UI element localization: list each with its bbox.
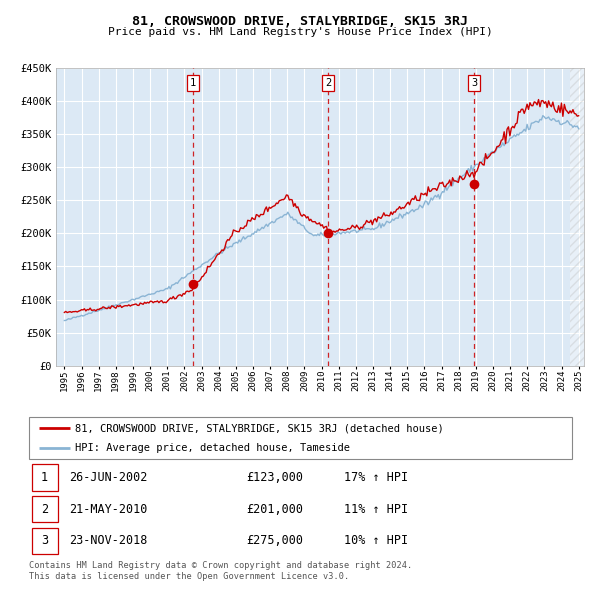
- Text: 10% ↑ HPI: 10% ↑ HPI: [344, 535, 408, 548]
- Text: 3: 3: [471, 78, 477, 88]
- Text: 1: 1: [41, 471, 48, 484]
- Text: Contains HM Land Registry data © Crown copyright and database right 2024.: Contains HM Land Registry data © Crown c…: [29, 560, 412, 569]
- FancyBboxPatch shape: [32, 496, 58, 522]
- Text: £201,000: £201,000: [246, 503, 303, 516]
- Text: 2: 2: [41, 503, 48, 516]
- Text: 21-MAY-2010: 21-MAY-2010: [70, 503, 148, 516]
- Text: 11% ↑ HPI: 11% ↑ HPI: [344, 503, 408, 516]
- Text: 26-JUN-2002: 26-JUN-2002: [70, 471, 148, 484]
- FancyBboxPatch shape: [32, 528, 58, 554]
- Text: HPI: Average price, detached house, Tameside: HPI: Average price, detached house, Tame…: [75, 444, 350, 453]
- FancyBboxPatch shape: [29, 417, 572, 459]
- Text: 2: 2: [325, 78, 331, 88]
- Text: 23-NOV-2018: 23-NOV-2018: [70, 535, 148, 548]
- Text: £275,000: £275,000: [246, 535, 303, 548]
- Text: This data is licensed under the Open Government Licence v3.0.: This data is licensed under the Open Gov…: [29, 572, 349, 581]
- Text: Price paid vs. HM Land Registry's House Price Index (HPI): Price paid vs. HM Land Registry's House …: [107, 27, 493, 37]
- Text: 17% ↑ HPI: 17% ↑ HPI: [344, 471, 408, 484]
- Text: 1: 1: [190, 78, 196, 88]
- Text: 3: 3: [41, 535, 48, 548]
- Bar: [570, 68, 600, 366]
- FancyBboxPatch shape: [32, 464, 58, 490]
- Text: 81, CROWSWOOD DRIVE, STALYBRIDGE, SK15 3RJ (detached house): 81, CROWSWOOD DRIVE, STALYBRIDGE, SK15 3…: [75, 423, 444, 433]
- Text: £123,000: £123,000: [246, 471, 303, 484]
- Text: 81, CROWSWOOD DRIVE, STALYBRIDGE, SK15 3RJ: 81, CROWSWOOD DRIVE, STALYBRIDGE, SK15 3…: [132, 15, 468, 28]
